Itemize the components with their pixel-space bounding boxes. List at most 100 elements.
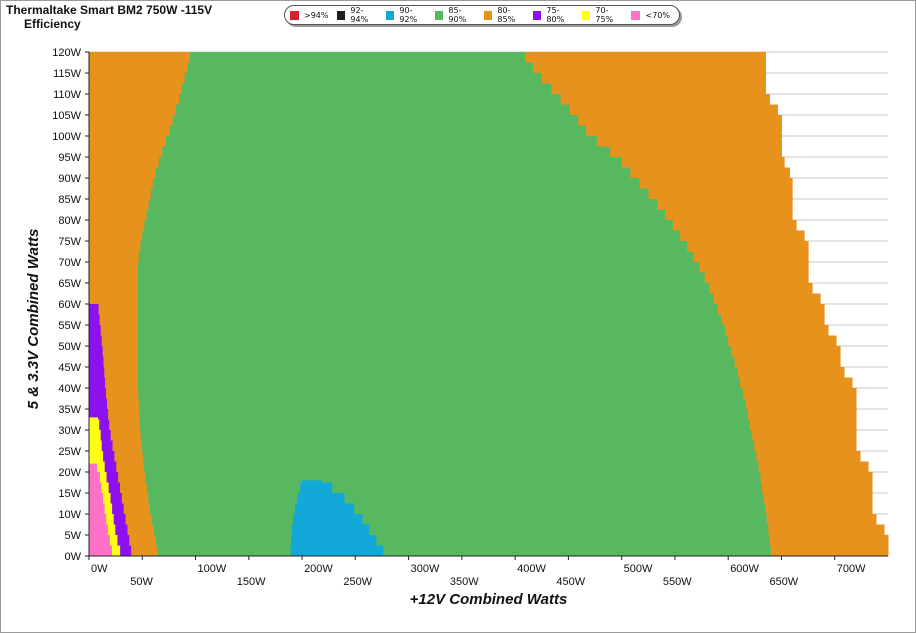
legend-label: 75-80%: [546, 6, 565, 24]
y-tick-label: 10W: [58, 509, 81, 521]
y-tick-label: 80W: [58, 215, 81, 227]
region-below-70: [89, 545, 112, 557]
x-tick-label: 450W: [556, 576, 585, 588]
region-85-90: [138, 293, 714, 305]
legend-swatch: [582, 10, 591, 20]
legend: >94% 92-94% 90-92% 85-90% 80-85% 75-80% …: [284, 5, 680, 25]
region-85-90: [187, 62, 533, 74]
region-75-80: [89, 314, 100, 326]
region-85-90: [142, 451, 757, 462]
region-90-92: [294, 503, 355, 515]
legend-label: 70-75%: [595, 6, 614, 24]
y-tick-label: 15W: [58, 488, 81, 500]
region-85-90: [138, 251, 694, 263]
y-tick-label: 75W: [58, 236, 81, 248]
region-85-90: [146, 482, 762, 494]
y-tick-label: 0W: [65, 551, 82, 563]
region-85-90: [138, 314, 722, 326]
region-75-80: [89, 388, 107, 399]
region-85-90: [150, 188, 649, 200]
region-85-90: [146, 209, 666, 221]
region-85-90: [140, 241, 688, 252]
region-90-92: [290, 545, 384, 557]
x-tick-label: 0W: [91, 563, 108, 575]
axes: 0W 5W 10W 15W 20W 25W 30W 35W 40W 45W 50W 55W 60W 65W…: [52, 47, 888, 588]
legend-swatch: [631, 10, 641, 20]
y-tick-label: 70W: [58, 257, 81, 269]
region-85-90: [138, 262, 700, 273]
region-85-90: [139, 419, 751, 431]
region-below-70: [89, 535, 110, 546]
region-85-90: [153, 524, 769, 536]
y-tick-label: 35W: [58, 404, 81, 416]
region-85-90: [189, 52, 525, 63]
region-85-90: [148, 199, 658, 210]
region-below-70: [89, 503, 105, 515]
region-85-90: [184, 73, 542, 84]
y-axis-title: 5 & 3.3V Combined Watts: [25, 229, 42, 410]
legend-item: 85-90%: [435, 6, 475, 24]
region-85-90: [138, 346, 732, 357]
y-tick-label: 5W: [65, 530, 82, 542]
y-tick-label: 20W: [58, 467, 81, 479]
region-85-90: [138, 388, 743, 399]
region-85-90: [145, 472, 761, 483]
x-tick-label: 250W: [343, 576, 372, 588]
region-85-90: [179, 94, 561, 105]
y-tick-label: 60W: [58, 299, 81, 311]
legend-label: 85-90%: [448, 6, 467, 24]
region-below-70: [89, 472, 100, 483]
region-85-90: [148, 493, 764, 504]
y-tick-label: 65W: [58, 278, 81, 290]
region-85-90: [143, 461, 759, 473]
region-85-90: [155, 535, 770, 546]
region-85-90: [138, 398, 746, 410]
region-85-90: [162, 146, 611, 158]
y-tick-label: 40W: [58, 383, 81, 395]
legend-label: >94%: [304, 10, 329, 20]
region-85-90: [140, 430, 753, 441]
region-85-90: [138, 356, 735, 368]
region-85-90: [165, 136, 597, 147]
region-85-90: [138, 283, 710, 294]
x-tick-label: 150W: [237, 576, 266, 588]
legend-item: 75-80%: [533, 6, 573, 24]
region-75-80: [89, 398, 108, 410]
region-90-92: [297, 493, 345, 504]
region-90-92: [293, 514, 363, 525]
y-tick-label: 50W: [58, 341, 81, 353]
region-below-70: [89, 482, 102, 494]
region-85-90: [138, 304, 718, 315]
y-tick-label: 110W: [53, 89, 82, 101]
region-70-75: [89, 417, 99, 420]
x-tick-label: 600W: [730, 563, 759, 575]
region-90-92: [300, 482, 333, 494]
region-85-90: [138, 367, 738, 378]
y-tick-label: 100W: [52, 131, 81, 143]
x-tick-label: 100W: [198, 563, 227, 575]
region-below-70: [89, 524, 108, 536]
y-tick-label: 30W: [58, 425, 81, 437]
legend-label: <70%: [645, 10, 670, 20]
region-85-90: [158, 157, 622, 168]
region-85-90: [138, 325, 725, 336]
region-85-90: [142, 230, 681, 242]
x-tick-label: 500W: [624, 563, 653, 575]
x-axis-title: +12V Combined Watts: [410, 591, 568, 608]
region-85-90: [152, 178, 640, 189]
region-70-75: [89, 419, 100, 431]
region-85-90: [141, 440, 755, 452]
legend-item: 70-75%: [582, 6, 622, 24]
y-tick-label: 85W: [58, 194, 81, 206]
region-75-80: [89, 409, 109, 420]
y-tick-label: 90W: [58, 173, 81, 185]
x-tick-label: 650W: [769, 576, 798, 588]
region-85-90: [151, 514, 767, 525]
x-tick-label: 400W: [517, 563, 546, 575]
region-75-80: [89, 335, 102, 347]
region-75-80: [89, 325, 101, 336]
legend-swatch: [533, 10, 542, 20]
legend-swatch: [290, 10, 299, 20]
region-85-90: [169, 125, 587, 137]
region-90-92: [291, 524, 370, 536]
